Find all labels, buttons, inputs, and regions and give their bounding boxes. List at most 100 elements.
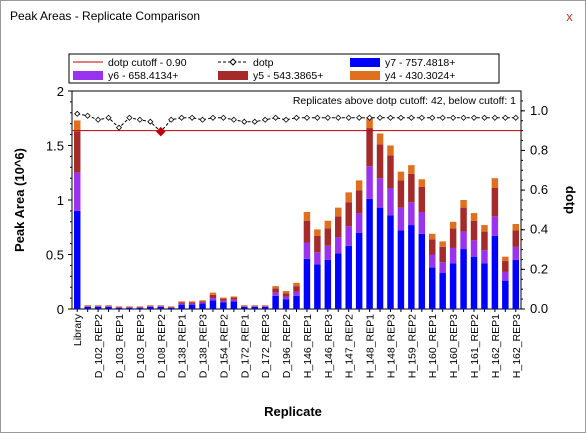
y-tick-label: 1.5: [46, 139, 64, 154]
bar-h-161-rep3-s3: [481, 225, 487, 232]
bar-h-160-rep1-s0: [429, 268, 435, 309]
bar-d-196-rep1-s0: [272, 296, 278, 309]
bar-h-146-rep1-s0: [304, 259, 310, 309]
x-tick-label: H_147_REP2: [344, 314, 356, 378]
bar-d-172-rep2-s0: [251, 307, 257, 309]
bar-h-159-rep1-s2: [398, 180, 404, 207]
dotp-point: [96, 117, 101, 122]
x-tick-label: D_102_REP2: [93, 314, 105, 378]
bar-d-102-rep3-s1: [105, 306, 111, 307]
bar-h-147-rep3-s1: [356, 213, 362, 233]
bar-h-160-rep2-s1: [439, 262, 445, 273]
dotp-point: [492, 115, 497, 120]
dotp-point: [398, 115, 403, 120]
bar-h-162-rep1-s1: [492, 216, 498, 236]
dotp-point: [294, 115, 299, 120]
bar-d-103-rep2-s0: [126, 308, 132, 309]
bar-h-146-rep1-s3: [304, 212, 310, 221]
bar-h-162-rep3-s1: [513, 247, 519, 260]
bar-d-103-rep2-s3: [126, 306, 132, 307]
bar-h-147-rep2-s3: [345, 192, 351, 202]
bar-d-196-rep3-s3: [293, 283, 299, 286]
bar-h-162-rep1-s2: [492, 188, 498, 216]
y2-tick-label: 0.6: [530, 182, 548, 197]
bar-d-154-rep1-s3: [210, 293, 216, 295]
bar-h-159-rep3-s0: [419, 234, 425, 309]
bar-h-159-rep2-s1: [408, 202, 414, 225]
bar-d-172-rep3-s3: [262, 305, 268, 306]
dotp-point: [75, 111, 80, 116]
bar-h-162-rep2-s2: [502, 261, 508, 272]
bar-d-138-rep3-s1: [199, 302, 205, 303]
dotp-point: [325, 115, 330, 120]
y-tick-label: 2: [57, 84, 64, 99]
x-tick-label: D_138_REP3: [198, 314, 210, 378]
dotp-point: [346, 115, 351, 120]
bar-h-147-rep1-s3: [335, 208, 341, 217]
y2-tick-label: 1.0: [530, 103, 548, 118]
bar-h-159-rep3-s2: [419, 187, 425, 212]
bar-h-147-rep1-s0: [335, 253, 341, 309]
x-tick-label: H_148_REP1: [365, 314, 377, 378]
bar-h-162-rep2-s0: [502, 281, 508, 309]
bar-h-148-rep3-s1: [387, 188, 393, 215]
x-tick-label: H_146_REP3: [323, 314, 335, 378]
y2-axis-title: dotp: [563, 186, 578, 214]
bar-h-159-rep1-s0: [398, 231, 404, 309]
bar-h-148-rep1-s1: [366, 166, 372, 199]
bar-d-108-rep3-s3: [168, 306, 174, 307]
bar-h-161-rep2-s2: [471, 221, 477, 241]
dotp-point: [472, 115, 477, 120]
dotp-point: [304, 115, 309, 120]
bar-d-108-rep3-s2: [168, 307, 174, 308]
y2-tick-label: 0.2: [530, 261, 548, 276]
bar-d-138-rep1-s1: [178, 304, 184, 305]
bar-h-162-rep3-s2: [513, 231, 519, 247]
dotp-point: [388, 115, 393, 120]
bar-h-160-rep2-s2: [439, 247, 445, 262]
bar-d-196-rep1-s2: [272, 288, 278, 292]
dotp-point: [357, 115, 362, 120]
bar-h-162-rep1-s0: [492, 236, 498, 309]
bar-h-161-rep1-s1: [460, 232, 466, 249]
bar-h-159-rep3-s3: [419, 179, 425, 187]
dotp-point: [242, 119, 247, 124]
bar-d-102-rep3-s3: [105, 305, 111, 306]
bar-d-154-rep2-s2: [220, 299, 226, 301]
bar-h-160-rep1-s3: [429, 234, 435, 239]
bar-d-196-rep3-s0: [293, 296, 299, 309]
y-tick-label: 0.5: [46, 248, 64, 263]
bar-d-108-rep2-s3: [158, 305, 164, 306]
bar-d-108-rep3-s0: [168, 308, 174, 309]
bar-d-154-rep2-s1: [220, 301, 226, 303]
bar-library-s2: [74, 131, 80, 172]
bar-d-102-rep3-s2: [105, 306, 111, 307]
bar-d-172-rep1-s0: [241, 307, 247, 309]
bar-d-108-rep3-s1: [168, 307, 174, 308]
bar-h-159-rep2-s3: [408, 165, 414, 174]
bar-d-103-rep3-s0: [137, 308, 143, 309]
x-tick-label: H_148_REP3: [385, 314, 397, 378]
bar-d-172-rep1-s1: [241, 306, 247, 307]
bar-h-161-rep3-s0: [481, 263, 487, 309]
bar-d-108-rep1-s3: [147, 305, 153, 306]
bar-h-160-rep2-s3: [439, 241, 445, 246]
legend-label: dotp cutoff - 0.90: [108, 57, 187, 69]
dotp-point: [148, 119, 153, 124]
bar-h-160-rep2-s0: [439, 273, 445, 309]
bar-h-161-rep2-s1: [471, 240, 477, 256]
dotp-point: [419, 115, 424, 120]
bar-h-146-rep2-s3: [314, 229, 320, 236]
dotp-point: [231, 117, 236, 122]
bar-h-147-rep2-s0: [345, 246, 351, 309]
bar-d-108-rep2-s0: [158, 307, 164, 309]
dotp-point: [179, 115, 184, 120]
bar-h-147-rep2-s1: [345, 226, 351, 246]
bar-d-172-rep2-s1: [251, 306, 257, 307]
bar-d-138-rep2-s2: [189, 302, 195, 303]
bar-h-159-rep1-s3: [398, 172, 404, 181]
bar-h-160-rep3-s3: [450, 222, 456, 229]
x-tick-label: H_160_REP1: [427, 314, 439, 378]
bar-h-148-rep2-s2: [377, 144, 383, 178]
bar-d-172-rep3-s0: [262, 307, 268, 309]
